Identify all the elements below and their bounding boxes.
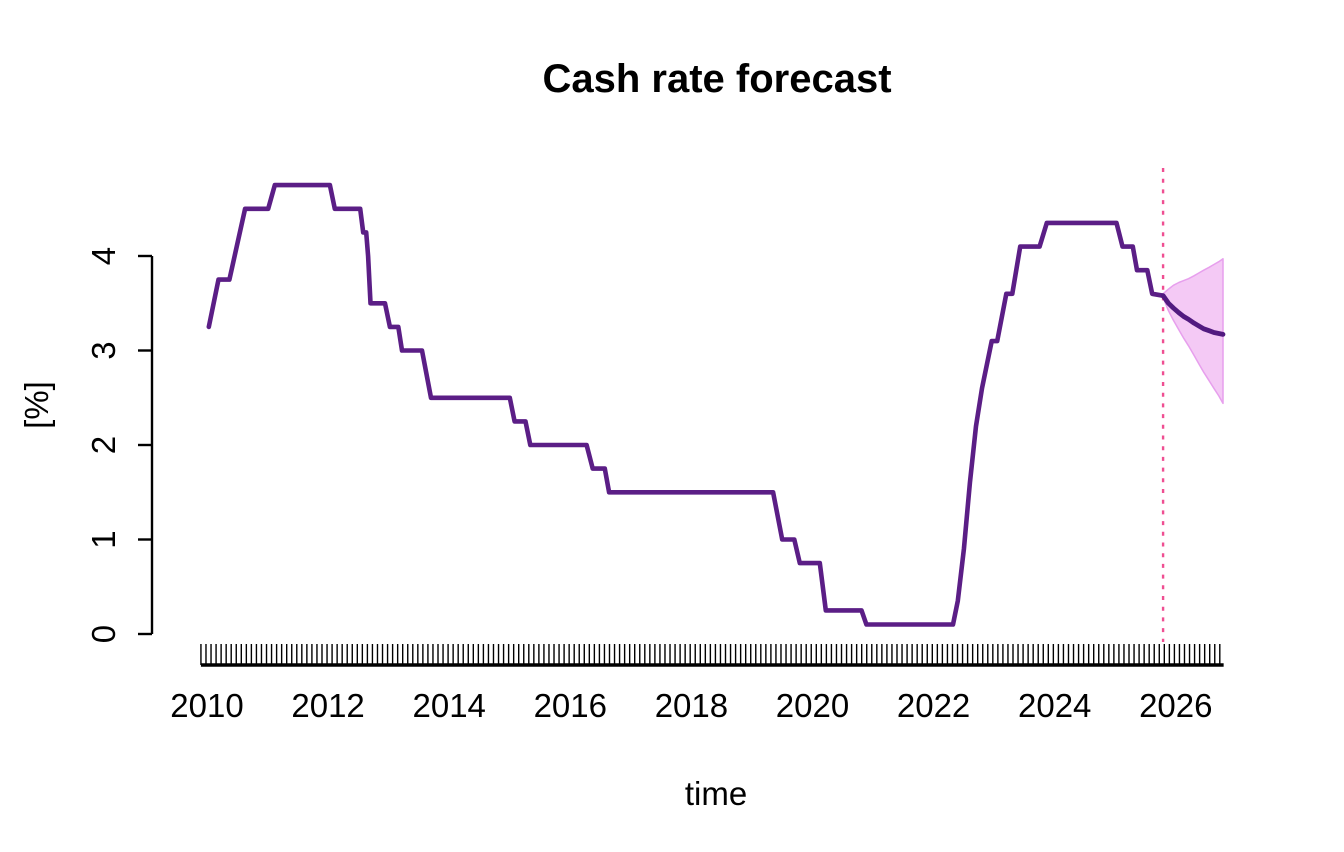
- x-axis: 2010 2012 2014 2016 2018 2020 2022 2024 2026: [170, 644, 1224, 724]
- history-line: [206, 182, 1166, 627]
- y-tick-label: 2: [85, 436, 122, 454]
- x-tick-label: 2014: [412, 687, 485, 724]
- y-tick-label: 1: [85, 530, 122, 548]
- y-tick-label: 3: [85, 341, 122, 359]
- forecast-confidence-band: [1162, 258, 1224, 405]
- x-tick-label: 2018: [655, 687, 728, 724]
- x-tick-label: 2020: [776, 687, 849, 724]
- forecast-median-line: [1160, 293, 1226, 337]
- y-tick-label: 0: [85, 625, 122, 643]
- y-axis-title: [%]: [18, 381, 55, 429]
- x-tick-label: 2026: [1139, 687, 1212, 724]
- x-tick-label: 2022: [897, 687, 970, 724]
- series-lines: [206, 182, 1226, 627]
- y-axis: 0 1 2 3 4: [85, 247, 154, 643]
- x-tick-label: 2010: [170, 687, 243, 724]
- forecast-band-polygon: [1162, 258, 1224, 405]
- x-tick-label: 2012: [291, 687, 364, 724]
- x-axis-title: time: [685, 775, 747, 812]
- x-tick-label: 2016: [534, 687, 607, 724]
- y-tick-label: 4: [85, 247, 122, 265]
- x-tick-label: 2024: [1018, 687, 1091, 724]
- chart-title: Cash rate forecast: [542, 57, 891, 101]
